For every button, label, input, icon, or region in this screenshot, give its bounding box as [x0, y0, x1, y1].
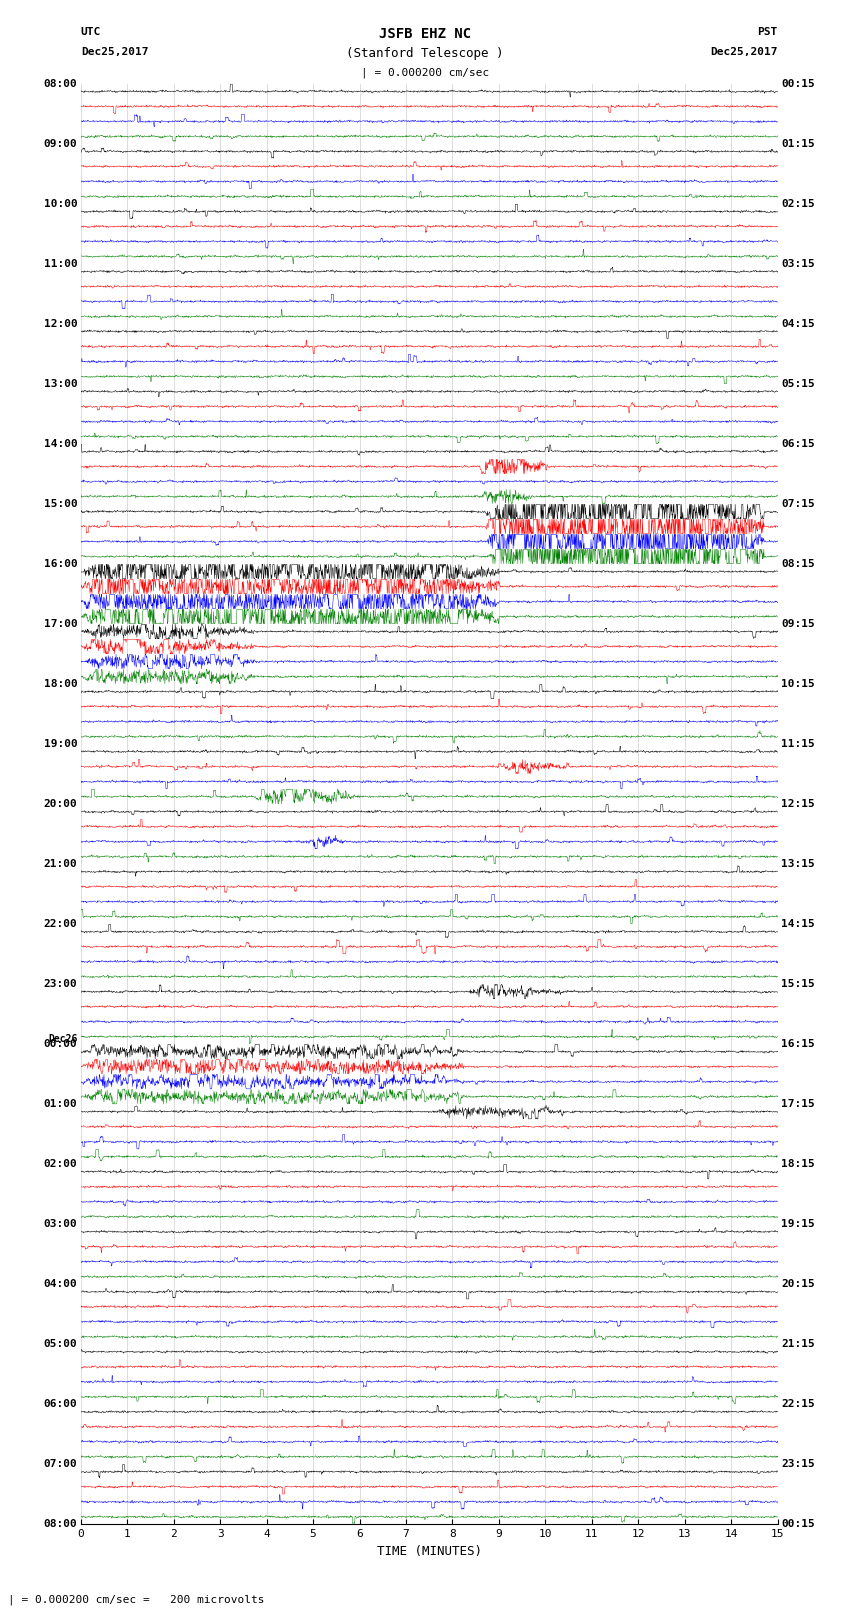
Text: 18:15: 18:15: [781, 1160, 815, 1169]
Text: 06:15: 06:15: [781, 439, 815, 448]
Text: 01:15: 01:15: [781, 139, 815, 148]
Text: 05:15: 05:15: [781, 379, 815, 389]
Text: 08:00: 08:00: [43, 1519, 77, 1529]
Text: 15:00: 15:00: [43, 498, 77, 510]
Text: 20:15: 20:15: [781, 1279, 815, 1289]
Text: 02:15: 02:15: [781, 198, 815, 210]
Text: 12:00: 12:00: [43, 319, 77, 329]
Text: 08:00: 08:00: [43, 79, 77, 89]
Text: 05:00: 05:00: [43, 1339, 77, 1348]
Text: 11:00: 11:00: [43, 260, 77, 269]
Text: 23:00: 23:00: [43, 979, 77, 989]
Text: 14:00: 14:00: [43, 439, 77, 448]
Text: 16:15: 16:15: [781, 1039, 815, 1048]
Text: 19:00: 19:00: [43, 739, 77, 748]
Text: 08:15: 08:15: [781, 560, 815, 569]
Text: 13:00: 13:00: [43, 379, 77, 389]
Text: Dec25,2017: Dec25,2017: [711, 47, 778, 56]
Text: 09:15: 09:15: [781, 619, 815, 629]
Text: 02:00: 02:00: [43, 1160, 77, 1169]
Text: 04:00: 04:00: [43, 1279, 77, 1289]
Text: 00:15: 00:15: [781, 1519, 815, 1529]
Text: 00:00: 00:00: [43, 1039, 77, 1048]
Text: 18:00: 18:00: [43, 679, 77, 689]
Text: 23:15: 23:15: [781, 1460, 815, 1469]
Text: 01:00: 01:00: [43, 1098, 77, 1110]
Text: 03:15: 03:15: [781, 260, 815, 269]
Text: 06:00: 06:00: [43, 1398, 77, 1410]
Text: 11:15: 11:15: [781, 739, 815, 748]
Text: 13:15: 13:15: [781, 860, 815, 869]
Text: 14:15: 14:15: [781, 919, 815, 929]
Text: 00:15: 00:15: [781, 79, 815, 89]
Text: 10:00: 10:00: [43, 198, 77, 210]
Text: 21:15: 21:15: [781, 1339, 815, 1348]
Text: 22:00: 22:00: [43, 919, 77, 929]
Text: 22:15: 22:15: [781, 1398, 815, 1410]
Text: 07:00: 07:00: [43, 1460, 77, 1469]
Text: (Stanford Telescope ): (Stanford Telescope ): [346, 47, 504, 60]
Text: Dec25,2017: Dec25,2017: [81, 47, 148, 56]
Text: 15:15: 15:15: [781, 979, 815, 989]
Text: 07:15: 07:15: [781, 498, 815, 510]
X-axis label: TIME (MINUTES): TIME (MINUTES): [377, 1545, 482, 1558]
Text: 03:00: 03:00: [43, 1219, 77, 1229]
Text: 21:00: 21:00: [43, 860, 77, 869]
Text: 17:15: 17:15: [781, 1098, 815, 1110]
Text: JSFB EHZ NC: JSFB EHZ NC: [379, 27, 471, 42]
Text: 10:15: 10:15: [781, 679, 815, 689]
Text: 19:15: 19:15: [781, 1219, 815, 1229]
Text: UTC: UTC: [81, 27, 101, 37]
Text: | = 0.000200 cm/sec =   200 microvolts: | = 0.000200 cm/sec = 200 microvolts: [8, 1594, 265, 1605]
Text: PST: PST: [757, 27, 778, 37]
Text: 09:00: 09:00: [43, 139, 77, 148]
Text: 12:15: 12:15: [781, 798, 815, 810]
Text: 20:00: 20:00: [43, 798, 77, 810]
Text: 16:00: 16:00: [43, 560, 77, 569]
Text: 17:00: 17:00: [43, 619, 77, 629]
Text: 04:15: 04:15: [781, 319, 815, 329]
Text: Dec26: Dec26: [48, 1034, 77, 1044]
Text: | = 0.000200 cm/sec: | = 0.000200 cm/sec: [361, 68, 489, 79]
